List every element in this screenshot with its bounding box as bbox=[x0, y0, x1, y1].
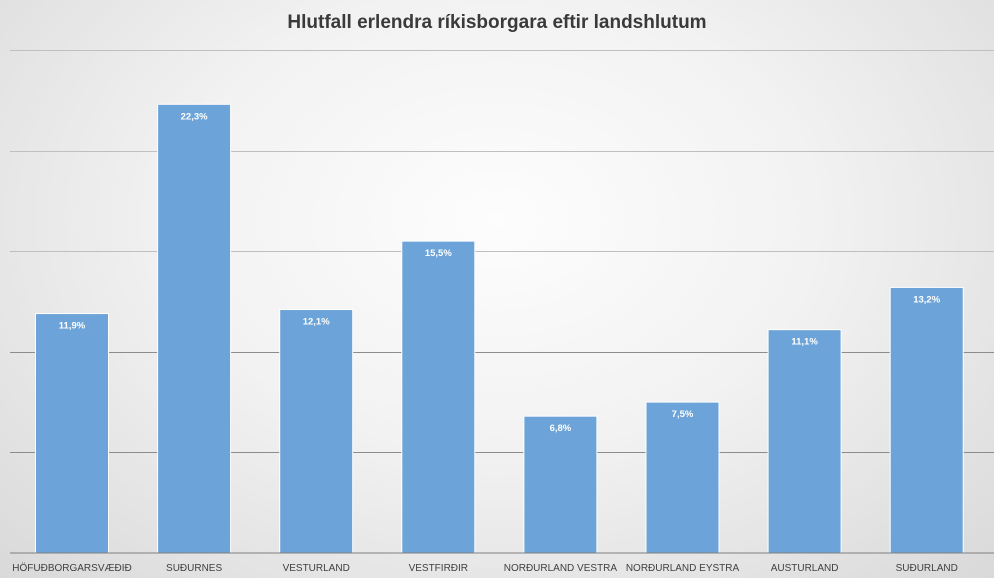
data-label: 11,1% bbox=[791, 337, 818, 348]
bar bbox=[35, 313, 109, 554]
bar bbox=[401, 240, 476, 554]
bars: 11,9% 22,3% 12,1% 15,5% 6,8% 7,5% 11,1% 13,2% bbox=[35, 103, 964, 554]
category-label: VESTURLAND bbox=[283, 563, 350, 574]
category-labels: HÖFUÐBORGARSVÆÐIÐ SUÐURNES VESTURLAND VESTF… bbox=[12, 562, 958, 574]
data-label: 6,8% bbox=[550, 423, 572, 434]
bar bbox=[767, 329, 842, 554]
chart-title: Hlutfall erlendra ríkisborgara eftir lan… bbox=[287, 12, 706, 33]
bar bbox=[645, 401, 720, 554]
category-label: SUÐURNES bbox=[166, 563, 222, 574]
category-label: NORÐURLAND EYSTRA bbox=[626, 563, 740, 574]
data-label: 15,5% bbox=[425, 248, 452, 259]
data-label: 22,3% bbox=[181, 111, 208, 122]
bar bbox=[279, 309, 354, 554]
bar bbox=[157, 103, 232, 554]
bar bbox=[889, 286, 964, 554]
data-label: 7,5% bbox=[672, 409, 694, 420]
data-label: 13,2% bbox=[913, 294, 940, 305]
data-label: 12,1% bbox=[303, 317, 330, 328]
category-label: NORÐURLAND VESTRA bbox=[504, 563, 618, 574]
category-label: AUSTURLAND bbox=[771, 563, 839, 574]
category-label: VESTFIRÐIR bbox=[409, 563, 468, 574]
category-label: HÖFUÐBORGARSVÆÐIÐ bbox=[12, 562, 131, 574]
bar bbox=[523, 415, 598, 554]
data-label: 11,9% bbox=[59, 321, 86, 332]
category-label: SUÐURLAND bbox=[896, 563, 958, 574]
